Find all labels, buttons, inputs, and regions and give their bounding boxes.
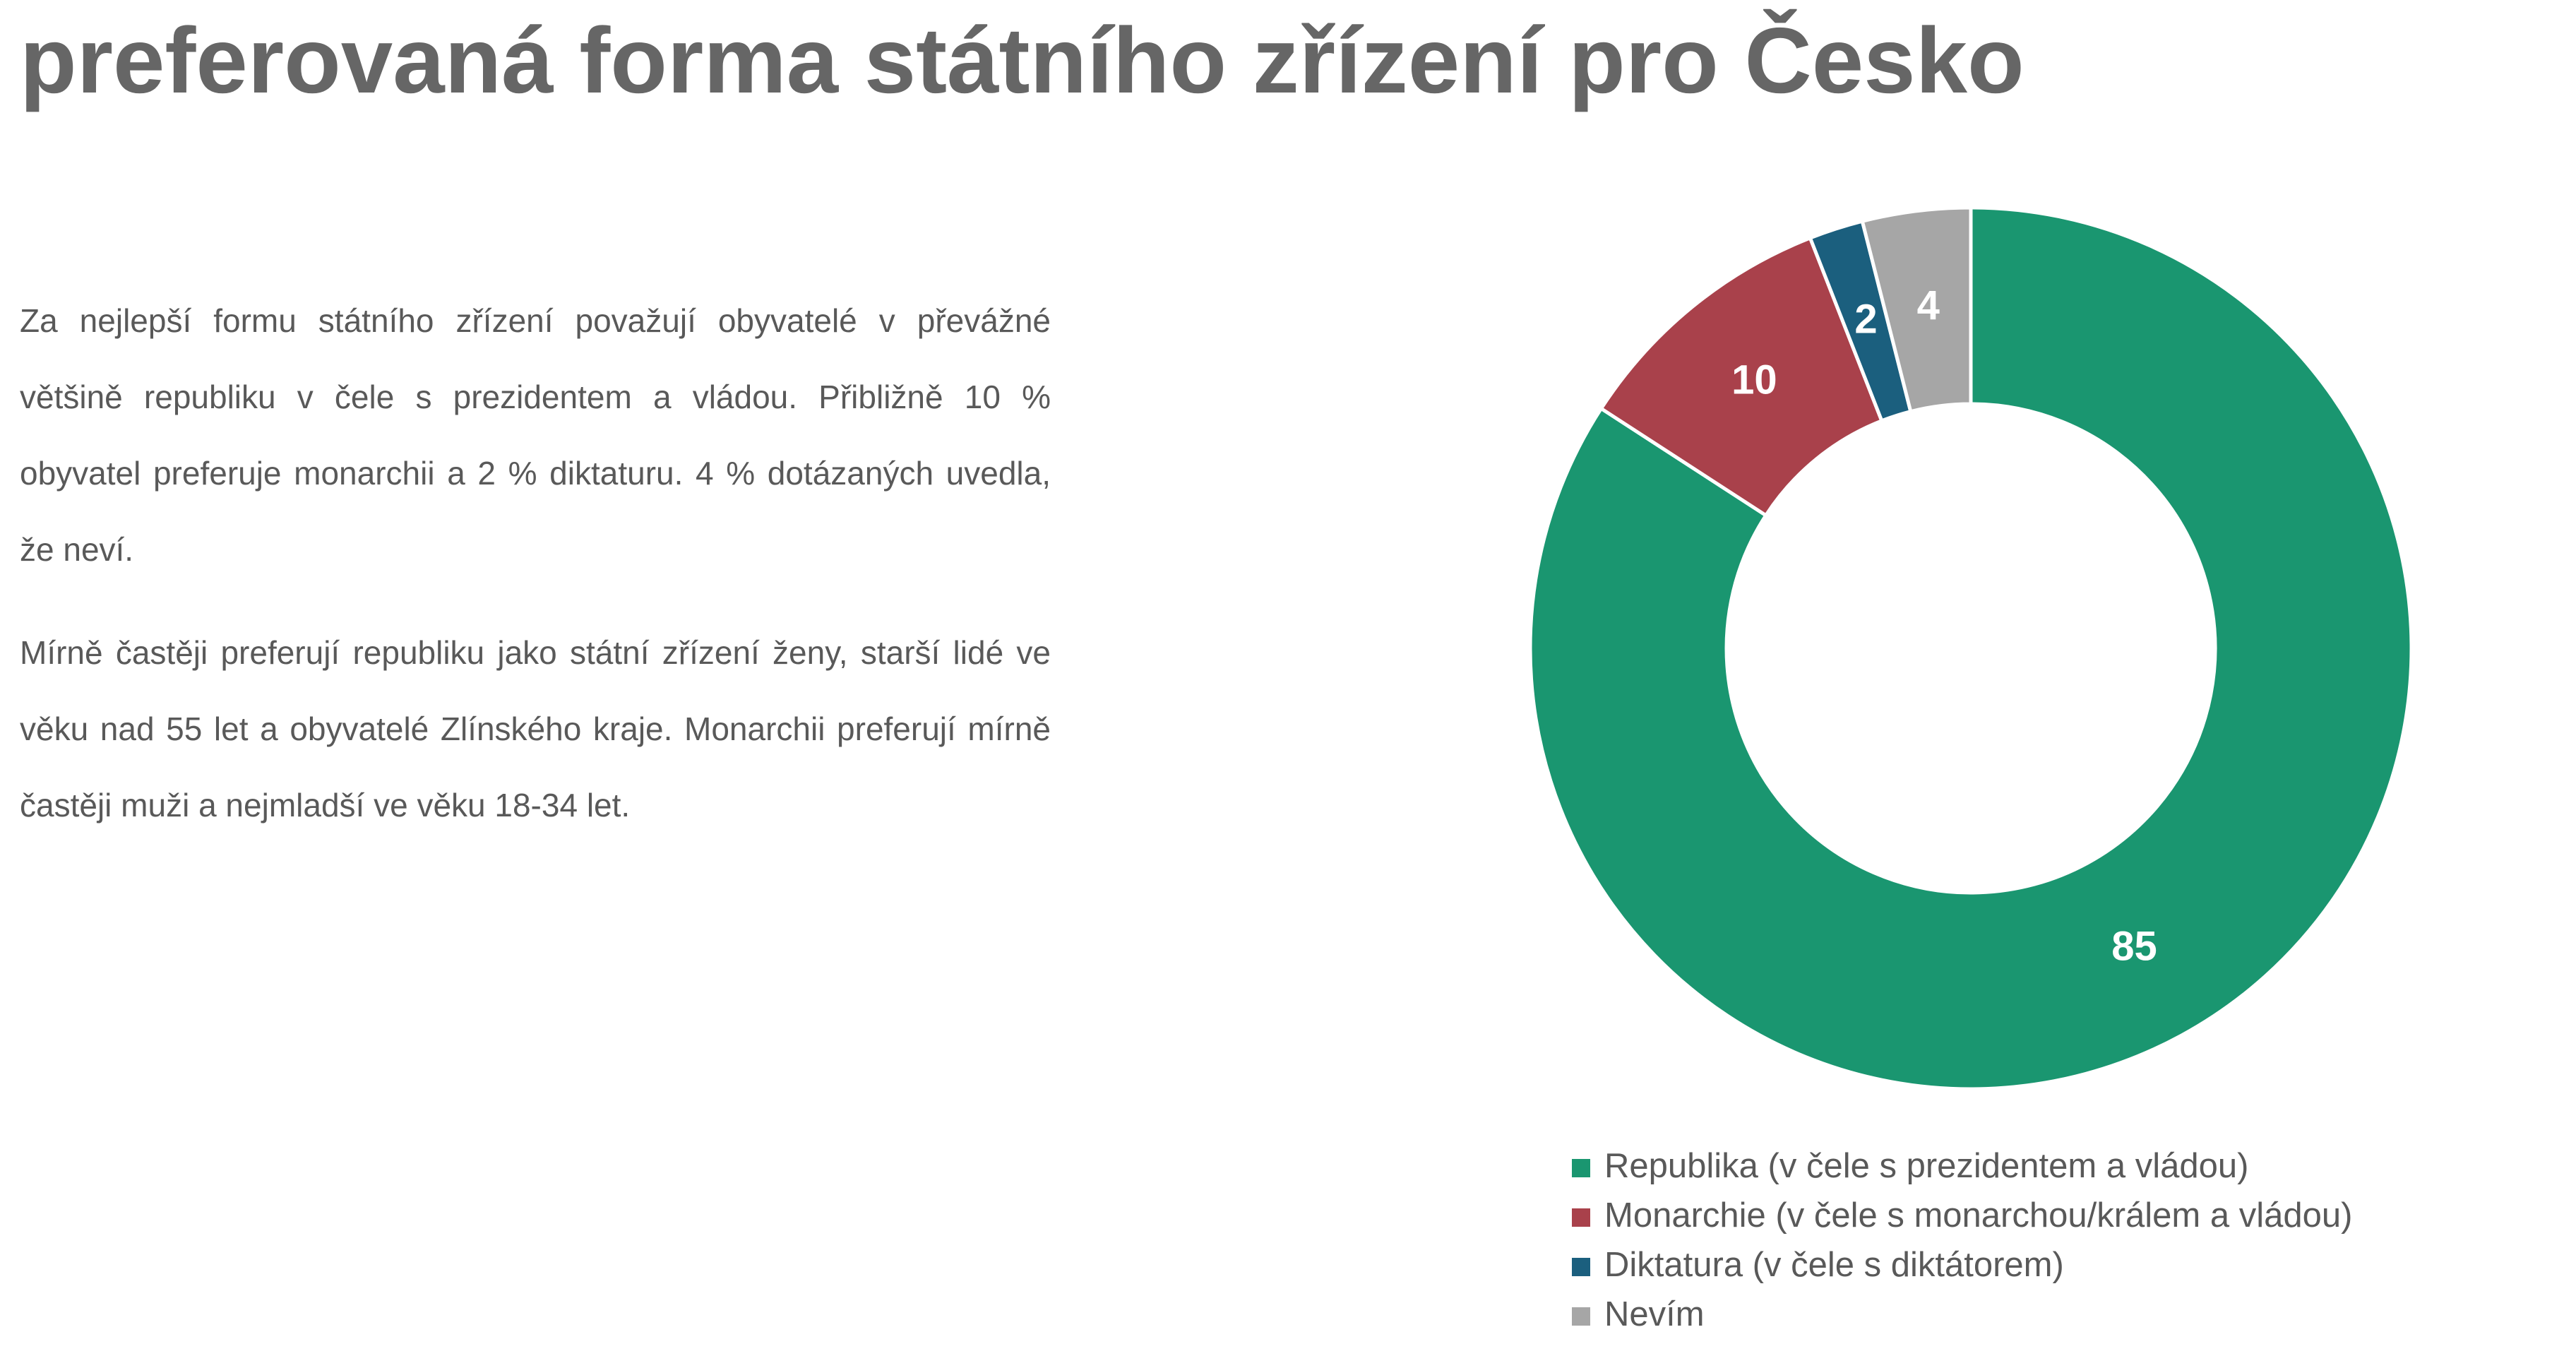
legend-swatch [1572,1159,1590,1177]
legend-swatch [1572,1307,1590,1326]
data-label: 2 [1854,297,1877,343]
legend-label: Monarchie (v čele s monarchou/králem a v… [1604,1196,2352,1235]
title: preferovaná forma státního zřízení pro Č… [20,8,2025,112]
legend-swatch [1572,1258,1590,1276]
data-label: 10 [1731,357,1777,403]
paragraph: Mírně častěji preferují republiku jako s… [20,634,1051,823]
paragraph: Za nejlepší formu státního zřízení považ… [20,302,1051,568]
legend-label: Nevím [1604,1295,1705,1333]
data-label: 4 [1917,282,1940,328]
data-label: 85 [2111,923,2157,969]
slice [1528,206,2414,1091]
slice [1860,206,1973,414]
legend-label: Republika (v čele s prezidentem a vládou… [1604,1147,2248,1185]
legend-swatch [1572,1208,1590,1227]
legend-label: Diktatura (v čele s diktátorem) [1604,1246,2064,1284]
slice [1599,235,1885,518]
